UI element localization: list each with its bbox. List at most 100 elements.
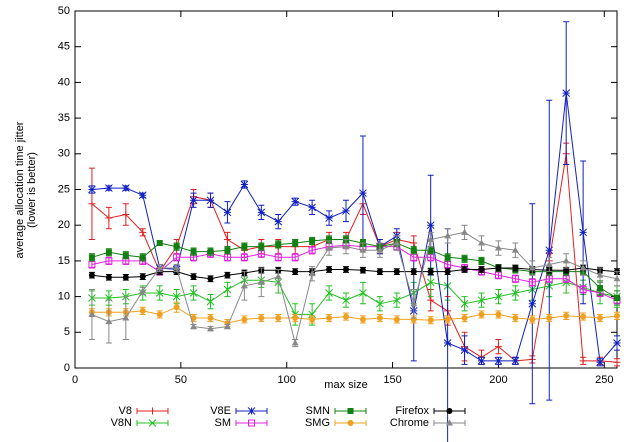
legend-label: Chrome — [390, 417, 429, 429]
data-point — [173, 264, 181, 271]
data-point — [291, 197, 300, 206]
data-point — [494, 343, 502, 351]
data-point — [223, 235, 231, 243]
data-point — [105, 318, 113, 325]
error-bar — [580, 285, 587, 294]
x-axis-label: max size — [324, 379, 367, 391]
series-line — [91, 267, 618, 280]
data-point — [460, 299, 469, 308]
data-point — [156, 240, 163, 247]
data-point — [173, 253, 181, 261]
data-point — [461, 315, 468, 322]
data-point — [342, 207, 350, 215]
data-point — [427, 317, 434, 324]
data-point — [156, 311, 163, 318]
data-point — [308, 203, 316, 212]
data-point — [494, 292, 503, 301]
y-tick-label: 10 — [58, 291, 70, 303]
data-point — [563, 312, 570, 319]
data-point — [122, 314, 130, 321]
data-point — [105, 184, 113, 192]
legend-label: SMG — [305, 417, 330, 429]
data-point — [309, 237, 316, 244]
data-point — [359, 289, 367, 297]
data-point — [494, 244, 502, 251]
data-point — [274, 217, 283, 226]
data-point — [207, 325, 214, 332]
data-point — [410, 253, 418, 261]
data-point — [292, 240, 299, 247]
data-point — [291, 253, 299, 261]
data-point — [376, 246, 384, 253]
data-point — [257, 208, 266, 217]
data-point — [274, 273, 282, 280]
data-point — [189, 289, 198, 297]
data-point — [579, 285, 587, 293]
data-point — [563, 267, 570, 274]
data-point — [325, 289, 333, 297]
y-axis-label: average allocation time jitter — [14, 121, 26, 258]
x-tick-label: 150 — [383, 374, 401, 386]
data-point — [190, 273, 197, 280]
data-point — [105, 274, 112, 281]
data-point — [122, 210, 130, 218]
data-point — [292, 315, 299, 322]
data-point — [545, 260, 553, 267]
x-tick-label: 250 — [595, 374, 613, 386]
data-point — [359, 189, 367, 197]
data-point — [444, 268, 451, 275]
data-point — [308, 310, 316, 319]
data-point — [88, 200, 96, 208]
data-point — [393, 239, 401, 246]
data-point — [240, 253, 248, 261]
data-point — [427, 235, 435, 242]
data-point — [138, 191, 147, 200]
data-point — [326, 236, 333, 243]
data-point — [309, 316, 316, 323]
data-point — [511, 357, 520, 365]
error-bar — [241, 253, 248, 262]
legend-label: SMN — [306, 405, 331, 417]
data-point — [206, 196, 215, 205]
data-point — [173, 243, 180, 250]
data-point — [223, 253, 231, 261]
data-point — [88, 272, 95, 279]
data-point — [139, 287, 147, 294]
y-tick-label: 20 — [58, 219, 70, 231]
data-point — [156, 264, 164, 271]
data-point — [207, 315, 214, 322]
y-tick-label: 25 — [58, 183, 70, 195]
data-point — [189, 196, 198, 205]
data-point — [444, 260, 452, 268]
legend-swatch — [235, 420, 268, 426]
data-point — [342, 243, 350, 250]
data-point — [478, 266, 485, 273]
data-point — [88, 310, 96, 317]
data-point — [528, 264, 536, 271]
data-point — [512, 315, 519, 322]
data-point — [494, 271, 502, 279]
x-tick-label: 50 — [175, 374, 187, 386]
x-tick-label: 100 — [278, 374, 296, 386]
data-point — [613, 339, 621, 347]
legend-marker — [446, 408, 453, 414]
legend-label: V8E — [210, 405, 231, 417]
data-point — [359, 267, 366, 274]
data-point — [121, 184, 130, 192]
data-point — [511, 246, 519, 253]
data-point — [139, 228, 147, 236]
data-point — [427, 268, 434, 275]
data-point — [597, 285, 604, 292]
data-point — [494, 357, 503, 365]
data-point — [190, 248, 197, 255]
data-point — [105, 214, 113, 222]
data-point — [190, 323, 198, 330]
legend-marker — [347, 408, 354, 414]
legend-marker — [347, 420, 354, 426]
data-point — [410, 300, 418, 307]
data-point — [376, 315, 383, 322]
data-point — [275, 315, 282, 322]
data-point — [478, 257, 485, 264]
y-tick-label: 15 — [58, 255, 70, 267]
